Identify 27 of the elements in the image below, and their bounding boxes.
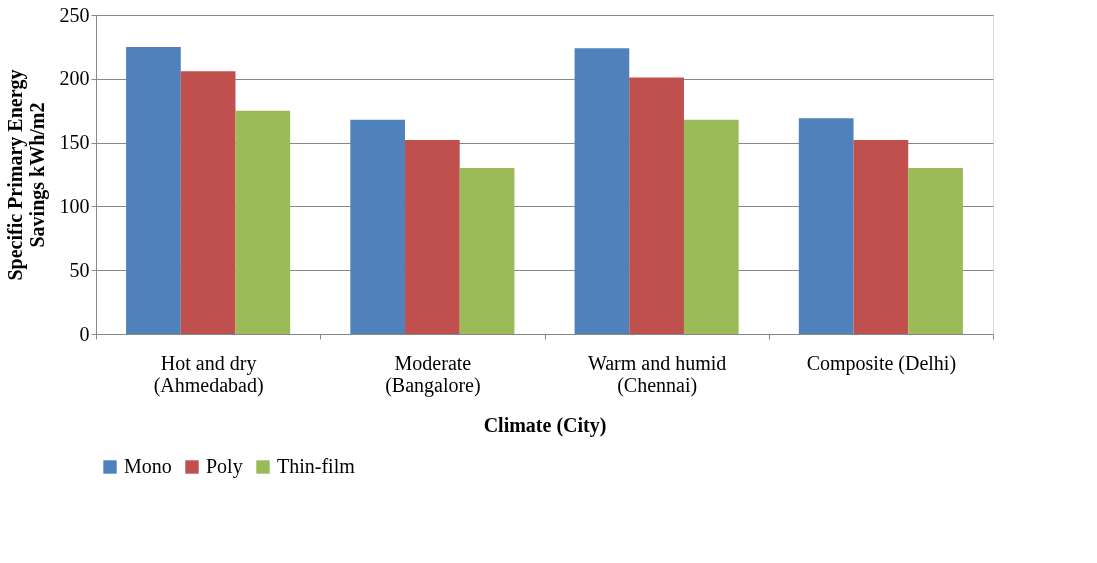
x-tick-label: Composite (Delhi) [806, 351, 957, 375]
x-tick-label: Moderate (Bangalore) [385, 351, 481, 397]
bar [180, 71, 236, 334]
bar [459, 168, 515, 334]
bar [405, 140, 460, 334]
bar [908, 168, 963, 334]
y-tick-label: 50 [69, 258, 90, 281]
x-tick-label: Hot and dry (Ahmedabad) [153, 351, 264, 397]
y-tick-label: 150 [59, 131, 90, 154]
y-tick-label: 100 [59, 194, 90, 217]
bar [235, 110, 291, 334]
bar [683, 119, 739, 334]
bar [853, 140, 909, 334]
bar [126, 46, 181, 334]
y-axis-title: Specific Primary Energy Savings kWh/m2 [3, 69, 49, 281]
x-axis-title: Climate (City) [483, 413, 607, 437]
x-tick-label: Warm and humid (Chennai) [587, 351, 727, 397]
bar [574, 48, 630, 334]
legend-label: Mono [124, 455, 172, 477]
bar [350, 119, 406, 334]
y-tick-label: 0 [79, 322, 90, 345]
bar [629, 77, 684, 334]
bar [798, 118, 854, 334]
legend-label: Thin-film [277, 455, 356, 477]
y-tick-label: 250 [59, 3, 90, 26]
legend-label: Poly [206, 455, 243, 478]
y-tick-label: 200 [59, 67, 90, 90]
